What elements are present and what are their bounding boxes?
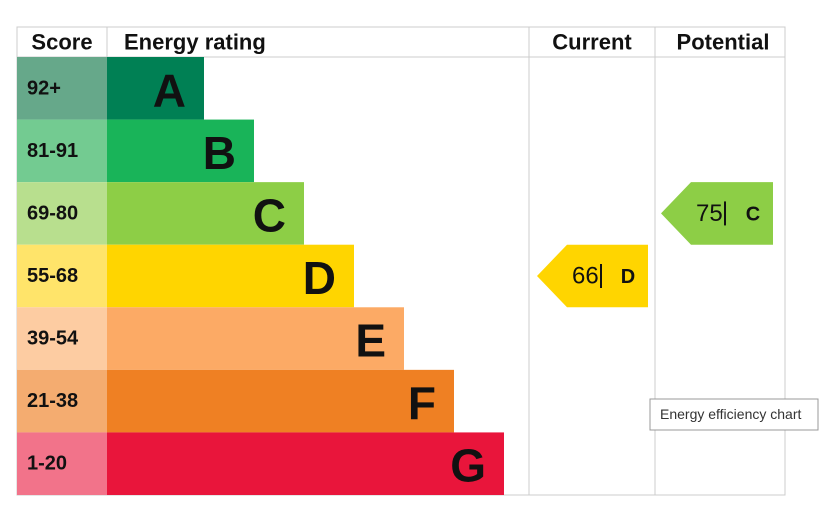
score-cell (17, 244, 107, 308)
tooltip-text: Energy efficiency chart (660, 406, 801, 422)
potential-rating: C (746, 203, 760, 225)
rating-letter: G (450, 440, 486, 492)
header-current: Current (552, 30, 632, 55)
header-potential: Potential (677, 30, 770, 55)
rating-bar (107, 119, 254, 183)
score-range: 81-91 (27, 140, 78, 162)
score-cell (17, 182, 107, 245)
rating-bar (107, 244, 354, 308)
rating-bar (107, 182, 304, 245)
rating-bar (107, 369, 454, 433)
rating-letter: B (203, 127, 236, 179)
rating-letter: F (408, 377, 436, 429)
score-cell (17, 307, 107, 370)
rating-bar (107, 57, 204, 120)
current-value: 66 (572, 262, 599, 289)
tooltip-box (649, 398, 819, 431)
rating-letter: C (253, 189, 286, 241)
header-score: Score (31, 30, 92, 55)
score-cell (17, 369, 107, 433)
score-range: 1-20 (27, 453, 67, 475)
rating-letter: E (355, 315, 386, 367)
score-range: 69-80 (27, 202, 78, 224)
header-rating: Energy rating (124, 30, 266, 55)
potential-arrow (661, 182, 773, 245)
score-range: 55-68 (27, 265, 78, 287)
rating-bar (107, 432, 504, 495)
score-cell (17, 432, 107, 495)
score-cell (17, 57, 107, 120)
rating-letter: D (303, 252, 336, 304)
current-rating: D (621, 266, 635, 288)
score-range: 21-38 (27, 390, 78, 412)
score-cell (17, 119, 107, 183)
rating-letter: A (153, 64, 186, 116)
current-arrow (537, 244, 648, 308)
score-range: 92+ (27, 77, 61, 99)
score-range: 39-54 (27, 328, 79, 350)
potential-value: 75 (696, 200, 723, 227)
rating-bar (107, 307, 404, 370)
